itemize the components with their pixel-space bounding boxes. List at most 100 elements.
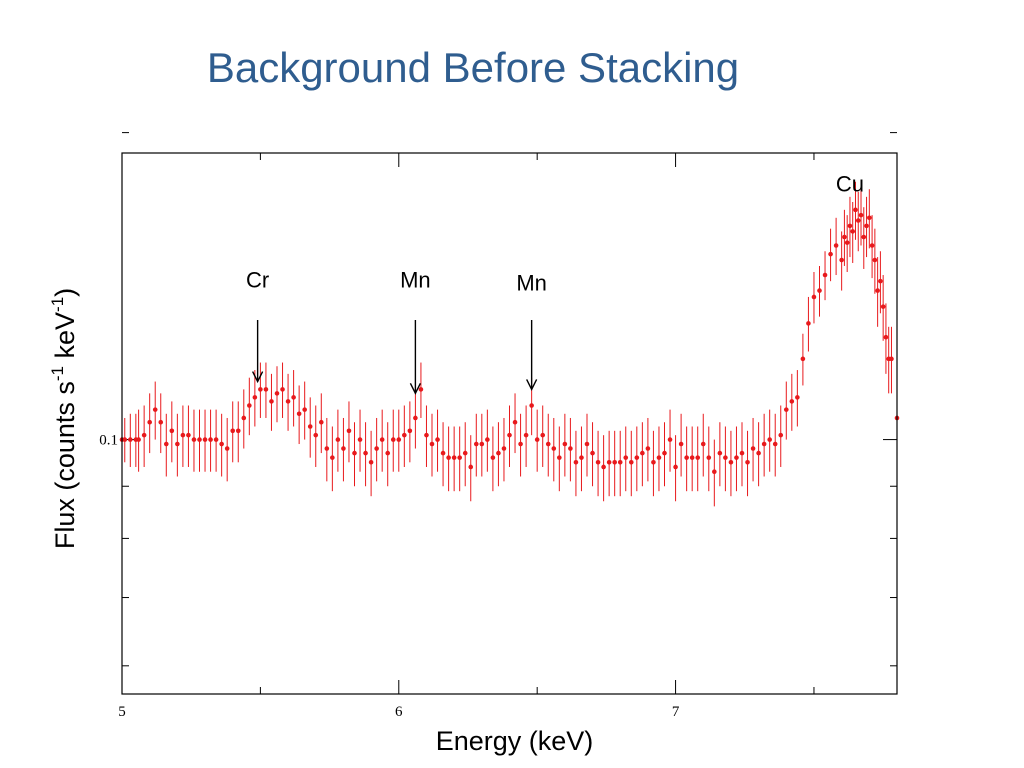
data-point (122, 437, 128, 442)
data-point (241, 415, 247, 421)
data-point (468, 464, 474, 470)
data-point (651, 459, 656, 465)
data-point (363, 450, 368, 456)
data-point (634, 455, 640, 460)
data-point (390, 437, 396, 442)
data-point (601, 464, 606, 470)
data-point (512, 419, 518, 425)
data-point (828, 251, 833, 257)
data-point (368, 459, 374, 465)
data-point (678, 441, 684, 447)
y-axis-label-sup2: -1 (48, 297, 67, 312)
annotation-label: Mn (400, 267, 431, 292)
data-point (880, 304, 886, 309)
data-point (595, 459, 601, 465)
data-point (186, 432, 191, 438)
data-point (712, 469, 717, 475)
data-point (479, 441, 485, 447)
data-point (689, 455, 695, 460)
data-point (684, 455, 689, 460)
data-point (457, 455, 462, 460)
data-point (507, 432, 512, 438)
data-point (529, 403, 534, 408)
line-annotations: Cr Mn Mn Cu (246, 172, 864, 395)
data-point (772, 441, 778, 447)
data-point (795, 395, 800, 400)
data-point (739, 450, 745, 456)
data-point (861, 234, 867, 240)
data-points (119, 207, 900, 475)
data-point (158, 419, 164, 425)
data-point (208, 437, 213, 442)
data-point (396, 437, 402, 442)
data-point (335, 437, 341, 442)
data-point (385, 450, 391, 456)
data-point (291, 395, 296, 400)
data-point (842, 234, 847, 240)
x-tick-label: 7 (672, 704, 680, 720)
data-point (440, 450, 446, 456)
data-point (402, 432, 407, 438)
data-point (318, 419, 324, 425)
data-point (341, 446, 346, 451)
y-axis-label-main: Flux (counts s (50, 381, 80, 549)
data-point (667, 437, 673, 442)
data-point (230, 428, 236, 434)
data-point (789, 399, 795, 404)
data-point (872, 257, 878, 263)
annotation-arrow-head (526, 379, 538, 391)
data-point (568, 446, 573, 451)
data-point (446, 455, 451, 460)
data-point (197, 437, 202, 442)
data-point (761, 441, 767, 447)
data-point (750, 446, 756, 451)
data-point (473, 441, 479, 447)
data-point (562, 441, 568, 447)
data-point (673, 464, 678, 470)
data-point (662, 450, 667, 456)
data-point (424, 432, 429, 438)
data-point (418, 387, 424, 392)
data-point (313, 432, 319, 438)
data-point (169, 428, 175, 434)
data-point (590, 450, 595, 456)
data-point (202, 437, 208, 442)
data-point (883, 334, 889, 340)
data-point (413, 415, 418, 421)
data-point (540, 432, 546, 438)
data-point (867, 215, 872, 221)
data-point (141, 432, 147, 438)
data-point (496, 450, 501, 456)
x-tick-label: 6 (395, 704, 403, 720)
data-point (717, 450, 723, 456)
data-point (869, 243, 875, 248)
data-point (847, 223, 853, 229)
annotation-arrow-head (251, 371, 264, 384)
data-point (219, 441, 224, 447)
data-point (858, 212, 864, 218)
data-point (213, 437, 219, 442)
data-point (224, 446, 230, 451)
data-point (235, 428, 241, 434)
data-point (247, 403, 252, 408)
data-point (163, 441, 169, 447)
data-point (274, 391, 280, 396)
data-point (258, 387, 263, 392)
data-point (606, 459, 612, 465)
y-axis-label-sup1: -1 (48, 366, 67, 381)
data-point (462, 450, 468, 456)
data-point (756, 450, 761, 456)
data-point (523, 432, 529, 438)
data-point (534, 437, 540, 442)
data-point (817, 288, 822, 293)
data-point (623, 455, 629, 460)
data-point (263, 387, 269, 392)
data-point (695, 455, 701, 460)
data-point (584, 441, 590, 447)
data-point (485, 437, 490, 442)
data-point (844, 240, 850, 245)
data-point (839, 257, 844, 263)
y-axis-label-mid: keV (50, 312, 80, 366)
annotation-label: Cu (836, 172, 864, 197)
